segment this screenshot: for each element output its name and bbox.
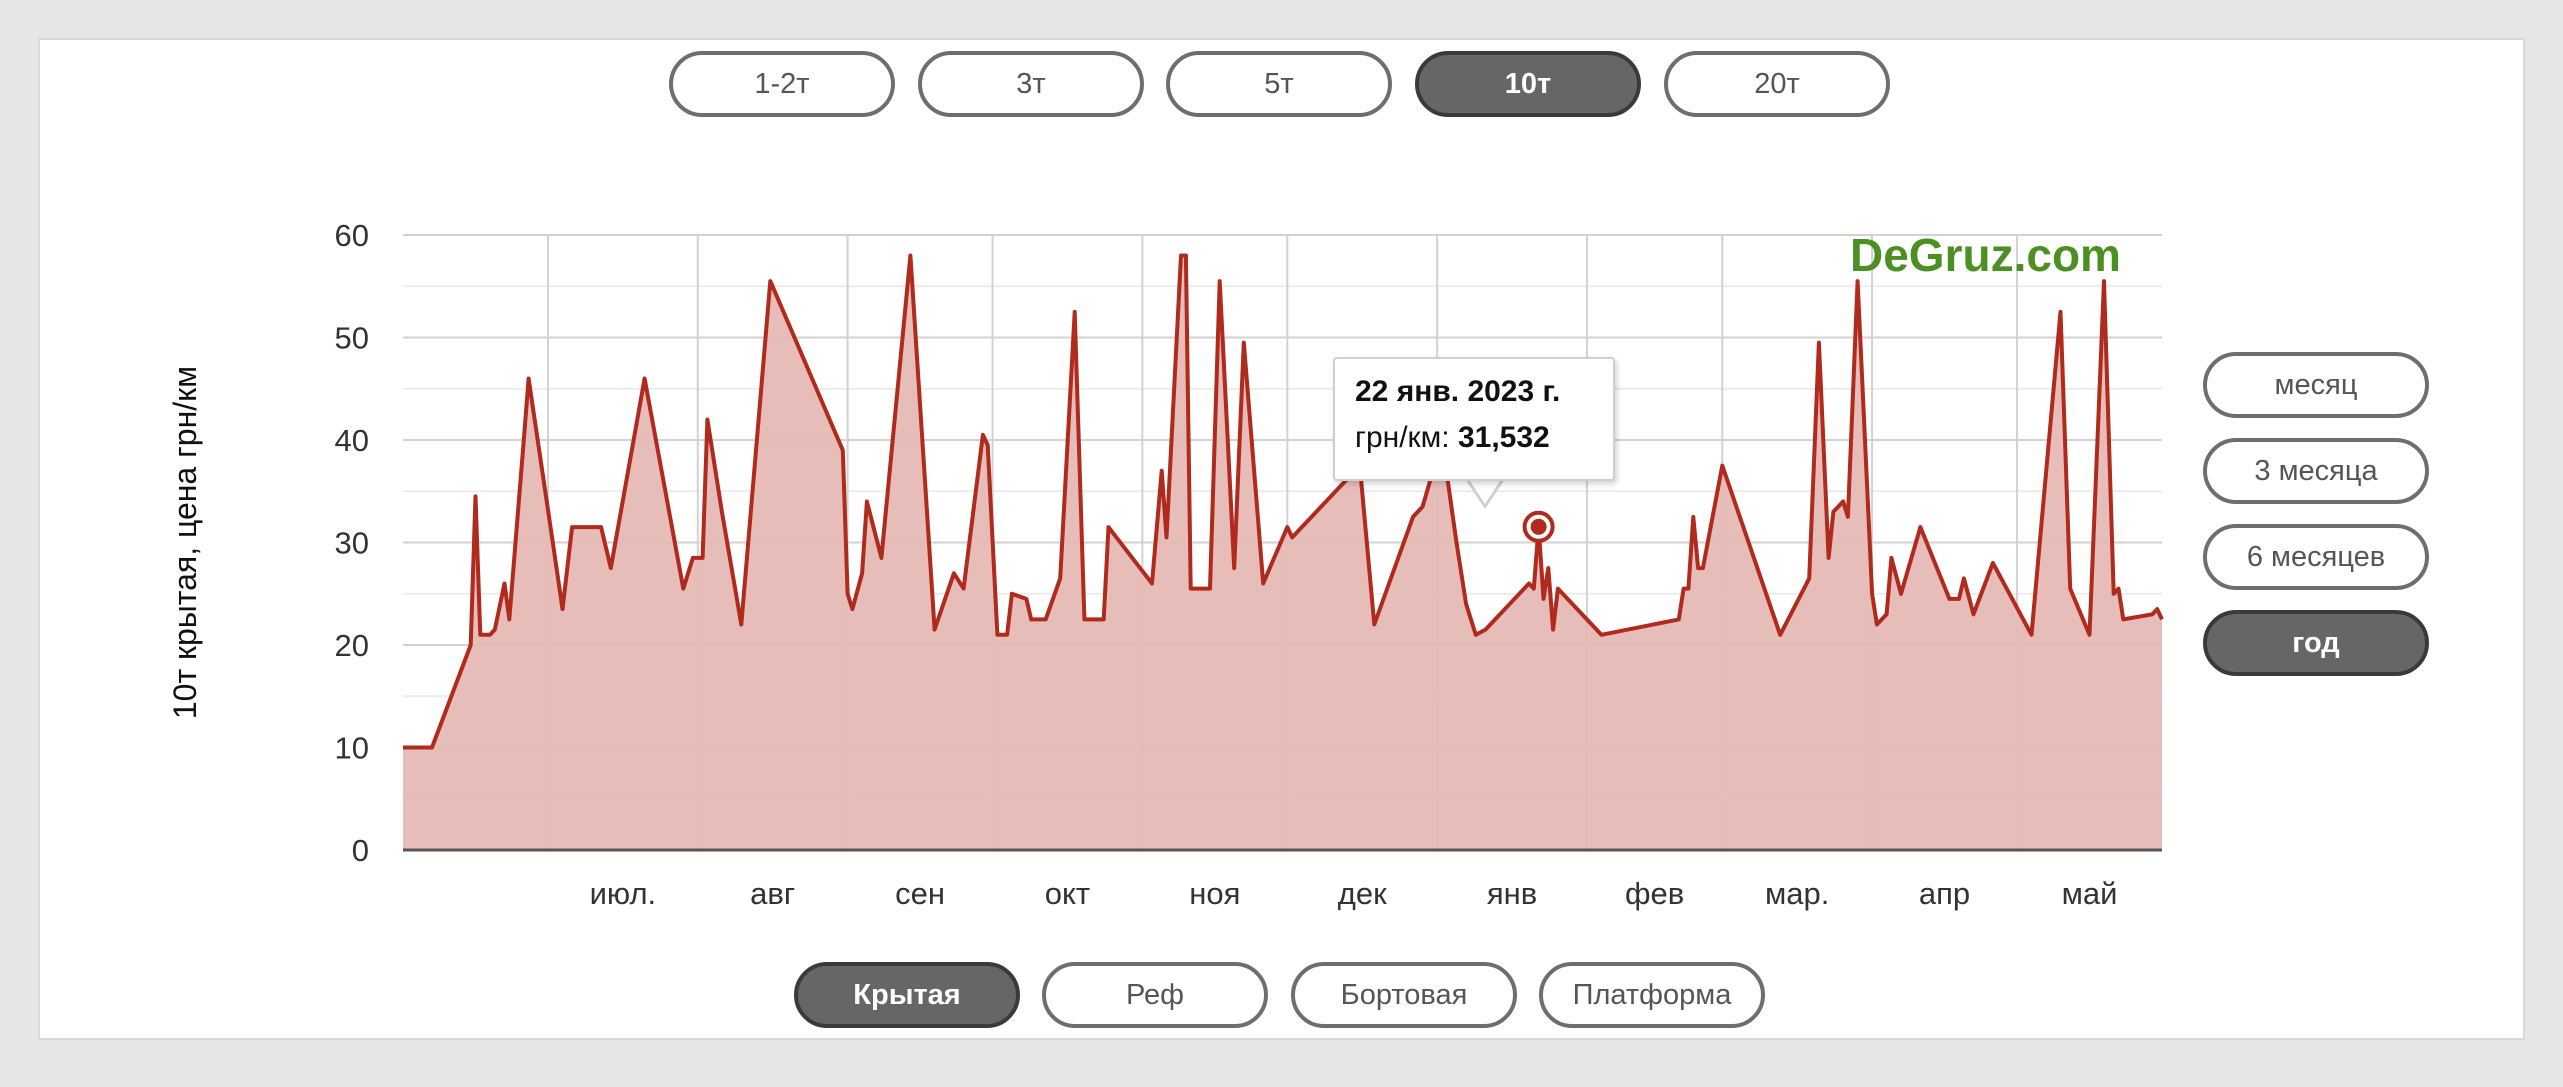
tooltip-value-line: грн/км: 31,532 (1355, 421, 1613, 455)
tonnage-tab-2[interactable]: 3т (918, 51, 1144, 117)
x-tick-label: фев (1625, 876, 1684, 911)
body-type-tab-1[interactable]: Крытая (794, 962, 1020, 1028)
x-tick-label: ноя (1189, 876, 1240, 911)
tonnage-tab-4[interactable]: 10т (1415, 51, 1641, 117)
x-tick-label: апр (1919, 876, 1970, 911)
body-type-tab-3[interactable]: Бортовая (1291, 962, 1517, 1028)
y-tick-label: 10 (335, 731, 369, 766)
period-tab-2[interactable]: 3 месяца (2203, 438, 2429, 504)
x-tick-label: авг (750, 876, 795, 911)
tonnage-tab-5[interactable]: 20т (1664, 51, 1890, 117)
y-tick-label: 40 (335, 423, 369, 458)
x-tick-label: сен (895, 876, 945, 911)
series-line (403, 253, 2164, 750)
tooltip-date: 22 янв. 2023 г. (1355, 375, 1561, 408)
highlight-point (1530, 518, 1547, 535)
y-tick-label: 30 (335, 526, 369, 561)
x-tick-label: мар. (1765, 876, 1829, 911)
y-tick-label: 0 (352, 833, 369, 868)
x-tick-label: янв (1487, 876, 1537, 911)
watermark-logo: DeGruz.com (1850, 229, 2121, 281)
tooltip-value: 31,532 (1457, 421, 1550, 454)
y-tick-label: 60 (335, 218, 369, 253)
body-type-tab-2[interactable]: Реф (1042, 962, 1268, 1028)
tonnage-tab-1[interactable]: 1-2т (669, 51, 895, 117)
y-axis-title: 10т крытая, цена грн/км (167, 366, 203, 719)
x-tick-label: июл. (590, 876, 657, 911)
period-tab-3[interactable]: 6 месяцев (2203, 524, 2429, 590)
tooltip-label: грн/км: (1355, 421, 1450, 454)
y-tick-label: 50 (335, 321, 369, 356)
series-area (403, 255, 2162, 850)
tooltip-pointer-inner (1468, 478, 1502, 504)
period-tab-4[interactable]: год (2203, 610, 2429, 676)
y-tick-label: 20 (335, 628, 369, 663)
chart-tooltip: 22 янв. 2023 г. грн/км: 31,532 (1333, 357, 1615, 481)
x-tick-label: окт (1045, 876, 1090, 911)
body-type-tab-4[interactable]: Платформа (1539, 962, 1765, 1028)
x-tick-label: дек (1338, 876, 1387, 911)
tonnage-tab-3[interactable]: 5т (1166, 51, 1392, 117)
period-tab-1[interactable]: месяц (2203, 352, 2429, 418)
x-tick-label: май (2062, 876, 2118, 911)
